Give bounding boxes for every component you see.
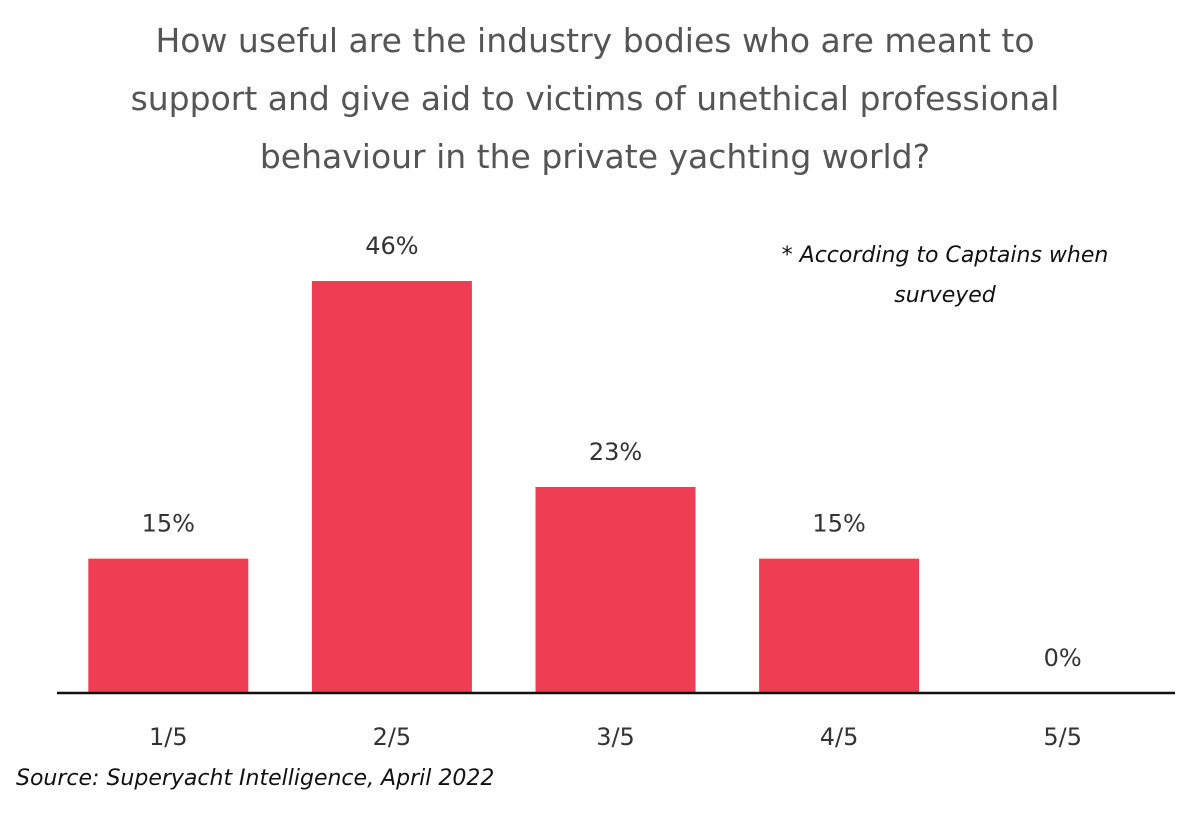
x-tick-label: 4/5: [820, 723, 859, 751]
chart-title: How useful are the industry bodies who a…: [130, 21, 1060, 176]
x-tick-label: 3/5: [596, 723, 635, 751]
value-label: 15%: [142, 510, 195, 538]
source: Source: Superyacht Intelligence, April 2…: [16, 766, 495, 791]
bar: [88, 558, 249, 693]
value-label: 23%: [589, 438, 642, 466]
bar: [759, 558, 920, 693]
value-label: 0%: [1044, 644, 1082, 672]
x-tick-label: 5/5: [1043, 723, 1082, 751]
value-label: 15%: [812, 510, 865, 538]
x-tick-label: 1/5: [149, 723, 188, 751]
bar: [535, 487, 696, 693]
value-label: 46%: [365, 232, 418, 260]
bar: [311, 281, 472, 693]
x-tick-label: 2/5: [373, 723, 412, 751]
annotation: * According to Captains when surveyed: [781, 243, 1109, 308]
